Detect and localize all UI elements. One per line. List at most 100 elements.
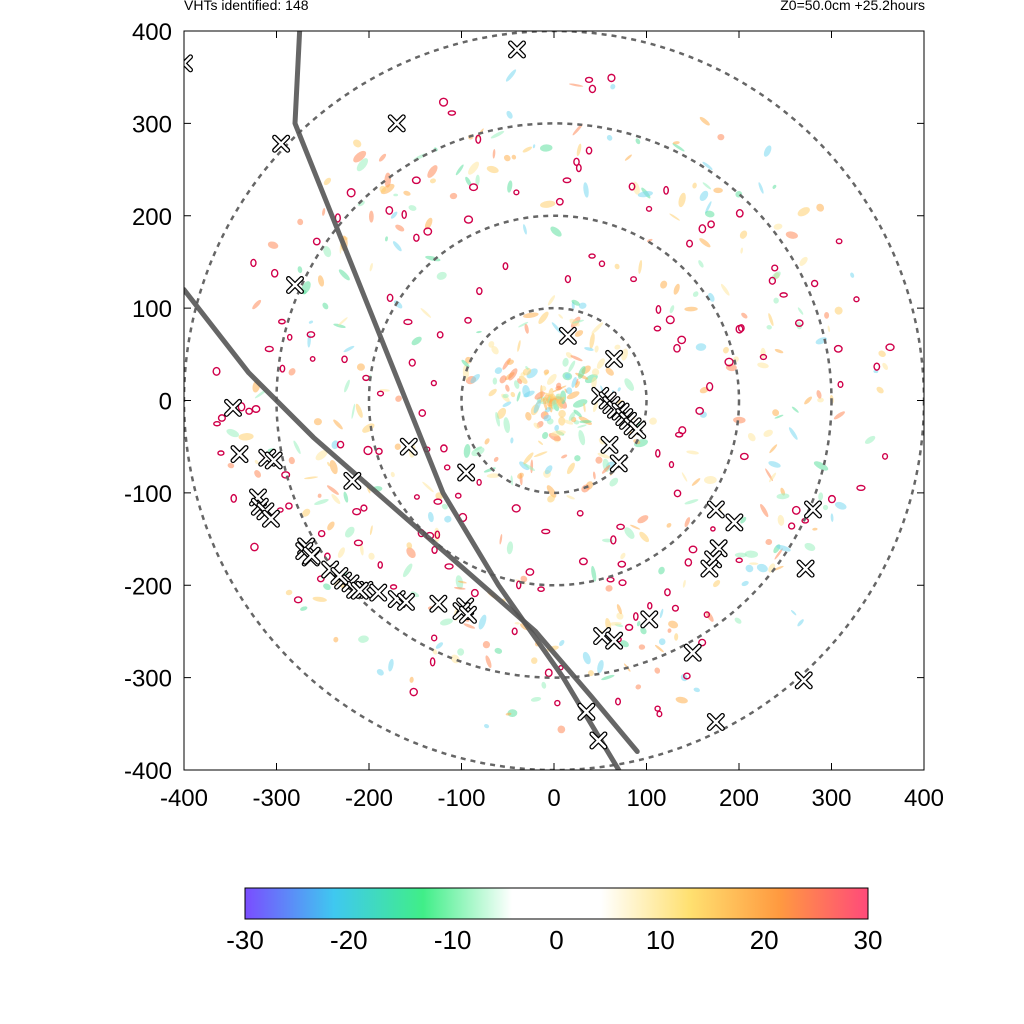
field-speck xyxy=(758,182,764,194)
field-speck xyxy=(576,143,582,157)
updraft-contour xyxy=(438,97,449,107)
field-speck xyxy=(669,213,680,221)
field-speck xyxy=(550,226,562,237)
field-speck xyxy=(333,419,343,430)
field-speck xyxy=(571,299,581,306)
field-speck xyxy=(478,614,487,630)
field-speck xyxy=(546,485,557,498)
updraft-contour xyxy=(656,710,663,718)
vht-marker-fill xyxy=(708,501,724,518)
field-speck xyxy=(763,145,772,157)
field-speck xyxy=(692,291,699,297)
field-speck xyxy=(591,565,597,582)
field-speck xyxy=(739,230,748,239)
field-speck xyxy=(378,153,387,162)
vht-marker xyxy=(343,471,362,490)
field-speck xyxy=(640,627,647,635)
field-speck xyxy=(591,376,597,389)
field-speck xyxy=(554,424,560,432)
field-speck xyxy=(533,399,542,414)
field-speck xyxy=(267,241,279,249)
field-speck xyxy=(518,375,528,384)
field-speck xyxy=(444,515,452,523)
field-speck xyxy=(624,154,632,161)
field-speck xyxy=(465,356,472,364)
field-speck xyxy=(425,255,441,262)
field-speck xyxy=(834,306,843,315)
field-speck xyxy=(812,527,818,531)
updraft-contour xyxy=(683,672,691,680)
y-tick-label: 200 xyxy=(132,204,172,231)
updraft-contour xyxy=(616,523,625,530)
field-speck xyxy=(514,622,520,625)
field-speck xyxy=(541,681,547,689)
vht-marker-fill xyxy=(389,115,405,132)
field-speck xyxy=(572,399,588,408)
field-speck xyxy=(777,514,785,526)
field-speck xyxy=(669,305,675,314)
x-tick-label: 300 xyxy=(811,785,851,812)
field-speck xyxy=(369,263,373,272)
field-speck xyxy=(226,428,240,438)
y-tick-label: 300 xyxy=(132,111,172,138)
field-speck xyxy=(776,544,791,552)
field-speck xyxy=(505,69,517,82)
updraft-contour xyxy=(698,224,707,234)
field-speck xyxy=(402,563,413,578)
field-speck xyxy=(667,628,672,633)
updraft-contour xyxy=(779,292,788,298)
field-speck xyxy=(740,247,744,254)
field-speck xyxy=(420,308,432,318)
updraft-contour xyxy=(336,440,345,449)
field-speck xyxy=(506,541,514,555)
vht-marker xyxy=(593,627,612,646)
field-speck xyxy=(522,146,533,153)
field-speck xyxy=(406,542,413,549)
field-speck xyxy=(578,302,587,309)
field-speck xyxy=(510,437,514,444)
field-speck xyxy=(691,478,701,486)
vht-marker xyxy=(286,276,304,295)
field-speck xyxy=(356,363,365,371)
field-speck xyxy=(734,552,747,558)
field-speck xyxy=(788,427,798,440)
updraft-contour xyxy=(423,227,433,236)
updraft-contour xyxy=(525,568,535,576)
vht-marker-fill xyxy=(606,632,622,649)
vht-marker-fill xyxy=(265,452,282,469)
updraft-contour xyxy=(434,530,441,539)
vht-marker-fill xyxy=(344,473,361,489)
field-speck xyxy=(441,503,448,510)
field-speck xyxy=(878,350,886,358)
field-speck xyxy=(327,461,331,467)
vht-marker xyxy=(558,326,577,345)
field-speck xyxy=(457,580,467,584)
field-speck xyxy=(254,470,262,478)
field-speck xyxy=(757,362,769,369)
vht-marker-fill xyxy=(303,547,320,564)
field-speck xyxy=(502,393,509,399)
colorbar-tick-label: 10 xyxy=(646,925,675,955)
y-tick-label: -400 xyxy=(124,758,172,785)
updraft-contour xyxy=(436,331,444,339)
updraft-contour xyxy=(309,355,316,362)
vht-marker-fill xyxy=(796,672,812,689)
field-speck xyxy=(492,377,498,385)
field-speck xyxy=(519,461,530,471)
field-speck xyxy=(822,504,829,511)
field-speck xyxy=(369,525,373,536)
field-speck xyxy=(562,419,574,425)
updraft-contour xyxy=(632,612,639,621)
field-speck xyxy=(678,192,686,208)
vht-marker-fill xyxy=(263,510,279,527)
vht-marker xyxy=(589,731,608,750)
updraft-contour xyxy=(413,233,420,242)
field-speck xyxy=(463,623,476,629)
field-speck xyxy=(329,460,338,475)
vht-marker xyxy=(725,513,744,532)
field-speck xyxy=(605,585,613,592)
field-speck xyxy=(540,144,553,152)
field-speck xyxy=(624,378,635,391)
field-speck xyxy=(703,476,717,485)
field-speck xyxy=(668,620,679,629)
